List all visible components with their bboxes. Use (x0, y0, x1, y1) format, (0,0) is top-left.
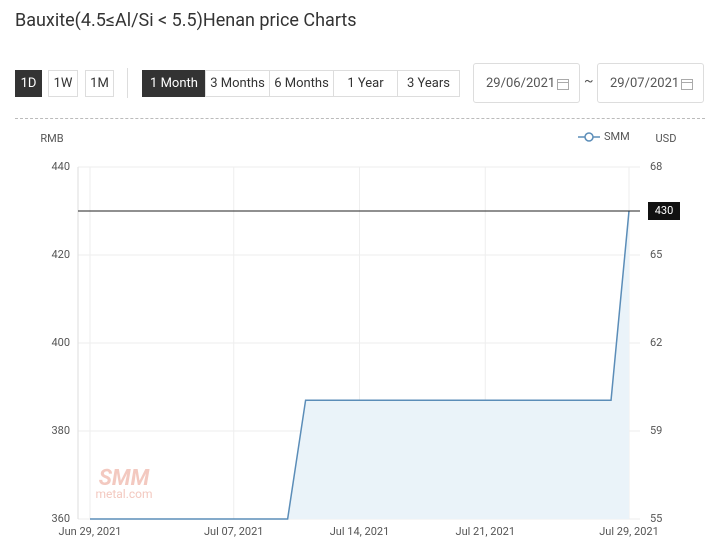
y2-tick-label: 68 (650, 160, 662, 173)
area-fill (90, 211, 629, 519)
interval-button[interactable]: 1D (15, 70, 42, 97)
end-date[interactable]: 29/07/2021 (597, 63, 704, 103)
x-tick-label: Jul 29, 2021 (599, 525, 659, 538)
y-tick-label: 440 (51, 160, 70, 173)
date-separator: ~ (584, 73, 594, 89)
watermark: SMM (99, 466, 150, 491)
start-date-text: 29/06/2021 (486, 75, 556, 91)
y2-axis-label: USD (656, 132, 677, 145)
divider (127, 68, 128, 98)
x-tick-label: Jul 07, 2021 (204, 525, 264, 538)
range-button[interactable]: 3 Months (205, 70, 270, 97)
x-tick-label: Jul 21, 2021 (456, 525, 516, 538)
separator-line (15, 118, 705, 119)
range-button[interactable]: 3 Years (397, 70, 460, 97)
y-tick-label: 380 (51, 424, 70, 437)
calendar-icon (681, 79, 693, 90)
y-tick-label: 400 (51, 336, 70, 349)
end-date-text: 29/07/2021 (610, 75, 680, 91)
y2-tick-label: 62 (650, 336, 662, 349)
range-button[interactable]: 1 Month (142, 70, 206, 97)
last-value-label: 430 (655, 204, 674, 217)
watermark: metal.com (95, 487, 152, 501)
interval-button[interactable]: 1W (48, 70, 78, 97)
start-date[interactable]: 29/06/2021 (473, 63, 580, 103)
last-value-box (648, 202, 680, 220)
legend-label: SMM (604, 130, 630, 143)
line (90, 210, 630, 520)
y2-tick-label: 55 (650, 512, 662, 525)
y-tick-label: 420 (51, 248, 70, 261)
y-axis-label: RMB (40, 132, 63, 145)
range-button[interactable]: 1 Year (333, 70, 398, 97)
page-title: Bauxite(4.5≤Al/Si < 5.5)Henan price Char… (15, 10, 357, 31)
y2-tick-label: 59 (650, 424, 662, 437)
y2-tick-label: 65 (650, 248, 662, 261)
y-tick-label: 360 (51, 512, 70, 525)
legend-marker (584, 132, 594, 142)
range-button[interactable]: 6 Months (269, 70, 334, 97)
x-tick-label: Jul 14, 2021 (330, 525, 390, 538)
calendar-icon (557, 79, 569, 90)
x-tick-label: Jun 29, 2021 (59, 525, 122, 538)
interval-button[interactable]: 1M (85, 70, 114, 97)
